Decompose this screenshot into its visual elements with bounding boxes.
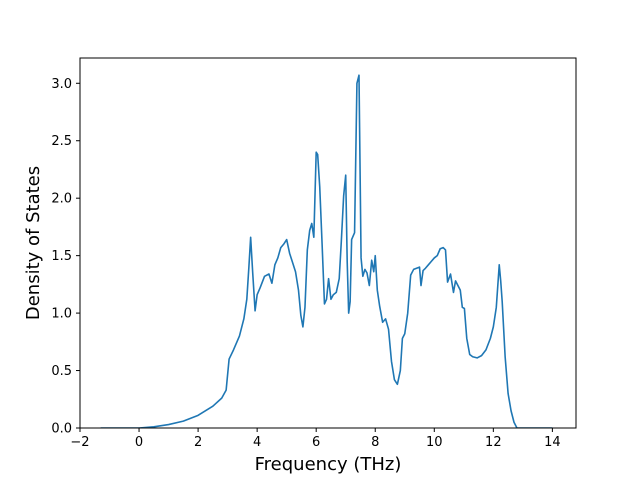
y-tick-label: 2.0 — [51, 192, 72, 207]
x-tick-label: 8 — [371, 435, 379, 450]
x-tick-label: −2 — [70, 435, 89, 450]
x-tick-label: 10 — [426, 435, 443, 450]
x-tick-label: 14 — [544, 435, 561, 450]
plot-area — [100, 74, 553, 428]
x-tick-label: 2 — [194, 435, 202, 450]
axes-frame — [79, 57, 577, 429]
y-tick-label: 0.0 — [51, 422, 72, 437]
y-tick-label: 0.5 — [51, 364, 72, 379]
x-tick-label: 4 — [253, 435, 261, 450]
x-axis-label: Frequency (THz) — [255, 454, 402, 475]
x-tick-label: 6 — [312, 435, 320, 450]
x-tick-label: 0 — [135, 435, 143, 450]
x-tick-label: 12 — [485, 435, 502, 450]
dos-series-line — [100, 74, 553, 428]
y-tick-label: 2.5 — [51, 134, 72, 149]
y-tick-label: 1.5 — [51, 249, 72, 264]
y-tick-label: 1.0 — [51, 307, 72, 322]
tick-group: −2 0 2 4 6 8 10 12 14 0.0 0.5 1.0 1.5 2.0 2.5 3.0 — [51, 77, 560, 450]
y-axis-label: Density of States — [23, 166, 44, 320]
y-tick-label: 3.0 — [51, 77, 72, 92]
